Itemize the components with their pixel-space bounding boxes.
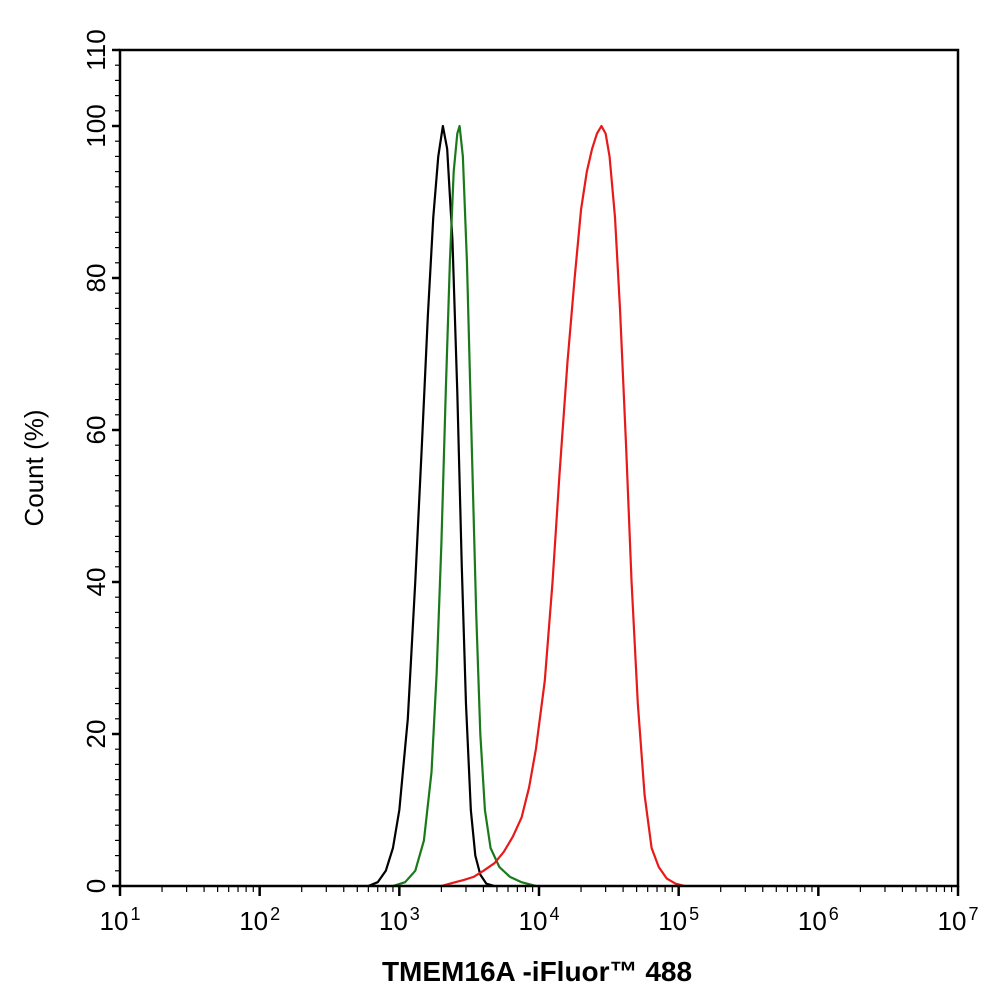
x-tick-label: 10 2 bbox=[239, 904, 280, 936]
x-tick-label: 10 3 bbox=[379, 904, 420, 936]
major-ticks bbox=[112, 48, 960, 896]
series-line-1 bbox=[367, 124, 495, 888]
x-tick-label: 10 4 bbox=[519, 904, 560, 936]
x-tick-label: 10 5 bbox=[658, 904, 699, 936]
x-tick-label: 10 6 bbox=[798, 904, 839, 936]
x-axis-title: TMEM16A -iFluor™ 488 bbox=[382, 956, 692, 987]
y-tick-label: 60 bbox=[81, 416, 111, 445]
y-tick-label: 40 bbox=[81, 568, 111, 597]
series-line-2 bbox=[392, 124, 537, 888]
x-tick-label: 10 7 bbox=[938, 904, 979, 936]
y-tick-label: 110 bbox=[81, 29, 111, 70]
y-tick-label: 20 bbox=[81, 720, 111, 749]
x-tick-labels: 10 1 10 2 10 3 10 4 10 5 10 6 10 7 bbox=[100, 904, 979, 936]
series-layer bbox=[367, 124, 685, 888]
y-tick-label: 0 bbox=[81, 879, 111, 893]
y-tick-labels: 0 20 40 60 80 100 110 bbox=[81, 29, 111, 893]
y-tick-label: 80 bbox=[81, 264, 111, 293]
plot-frame bbox=[118, 48, 960, 888]
series-line-3 bbox=[441, 124, 685, 888]
y-axis-title: Count (%) bbox=[19, 409, 49, 526]
y-tick-label: 100 bbox=[81, 104, 111, 147]
x-tick-label: 10 1 bbox=[100, 904, 141, 936]
